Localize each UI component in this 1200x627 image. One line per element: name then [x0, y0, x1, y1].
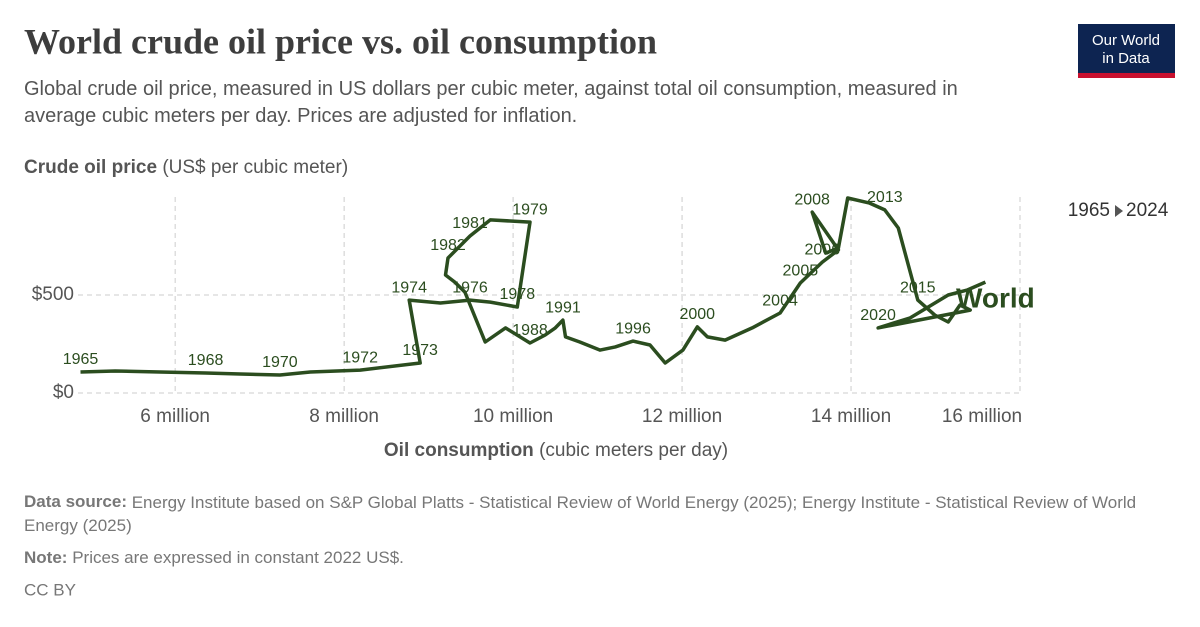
x-tick-label: 6 million: [140, 406, 210, 427]
point-label: 1973: [402, 342, 438, 359]
point-label: 1991: [545, 299, 581, 316]
y-axis-title-bold: Crude oil price: [24, 157, 157, 178]
point-label: 1968: [188, 352, 224, 369]
point-label: 2000: [679, 306, 715, 323]
logo-box: [1078, 24, 1175, 78]
point-label: 1996: [615, 320, 651, 337]
time-end: 2024: [1126, 200, 1169, 221]
point-label: 1978: [500, 286, 536, 303]
x-axis-title-rest: (cubic meters per day): [539, 440, 728, 461]
time-start: 1965: [1068, 200, 1110, 221]
source-text: Data source: Energy Institute based on S…: [24, 491, 1164, 537]
chart-title: World crude oil price vs. oil consumptio…: [24, 21, 657, 61]
point-label: 1972: [342, 349, 378, 366]
x-tick-label: 8 million: [309, 406, 379, 427]
point-label: 1965: [63, 351, 99, 368]
x-tick-label: 14 million: [811, 406, 891, 427]
y-tick-label: $0: [53, 382, 74, 403]
x-tick-label: 12 million: [642, 406, 722, 427]
point-label: 2020: [860, 307, 896, 324]
point-label: 2005: [783, 262, 819, 279]
time-arrow: [1115, 205, 1123, 217]
point-label: 1974: [391, 279, 427, 296]
point-label: 2006: [805, 241, 841, 258]
point-label: 2013: [867, 189, 903, 206]
source: Data source:: [24, 492, 127, 511]
point-label: 1970: [262, 354, 298, 371]
logo-text: Our World: [1092, 32, 1160, 49]
point-label: 1982: [430, 237, 466, 254]
series-label: World: [956, 282, 1035, 313]
source-bold: Data source:: [24, 492, 127, 511]
logo-bar: [1078, 73, 1175, 78]
point-label: 2008: [794, 191, 830, 208]
y-axis-title: Crude oil price (US$ per cubic meter): [24, 157, 348, 178]
x-tick-label: 10 million: [473, 406, 553, 427]
point-label: 1981: [452, 215, 488, 232]
source-rest: Energy Institute based on S&P Global Pla…: [24, 493, 1137, 535]
y-tick-label: $500: [32, 284, 74, 305]
point-label: 2004: [762, 292, 798, 309]
x-axis-title: Oil consumption (cubic meters per day): [384, 440, 728, 461]
x-tick-label: 16 million: [942, 406, 1022, 427]
license: CC BY: [24, 580, 76, 599]
point-label: 2015: [900, 279, 936, 296]
subtitle: Global crude oil price, measured in US d…: [24, 78, 958, 127]
y-axis-title-rest: (US$ per cubic meter): [162, 157, 348, 178]
point-label: 1988: [512, 322, 548, 339]
logo-text: in Data: [1102, 50, 1150, 67]
point-label: 1979: [512, 201, 548, 218]
point-label: 1976: [452, 279, 488, 296]
note-bold: Note:: [24, 548, 67, 567]
note: Note: Prices are expressed in constant 2…: [24, 548, 404, 567]
note-rest: Prices are expressed in constant 2022 US…: [72, 548, 404, 567]
series-line: [80, 196, 987, 377]
x-axis-title-bold: Oil consumption: [384, 440, 534, 461]
